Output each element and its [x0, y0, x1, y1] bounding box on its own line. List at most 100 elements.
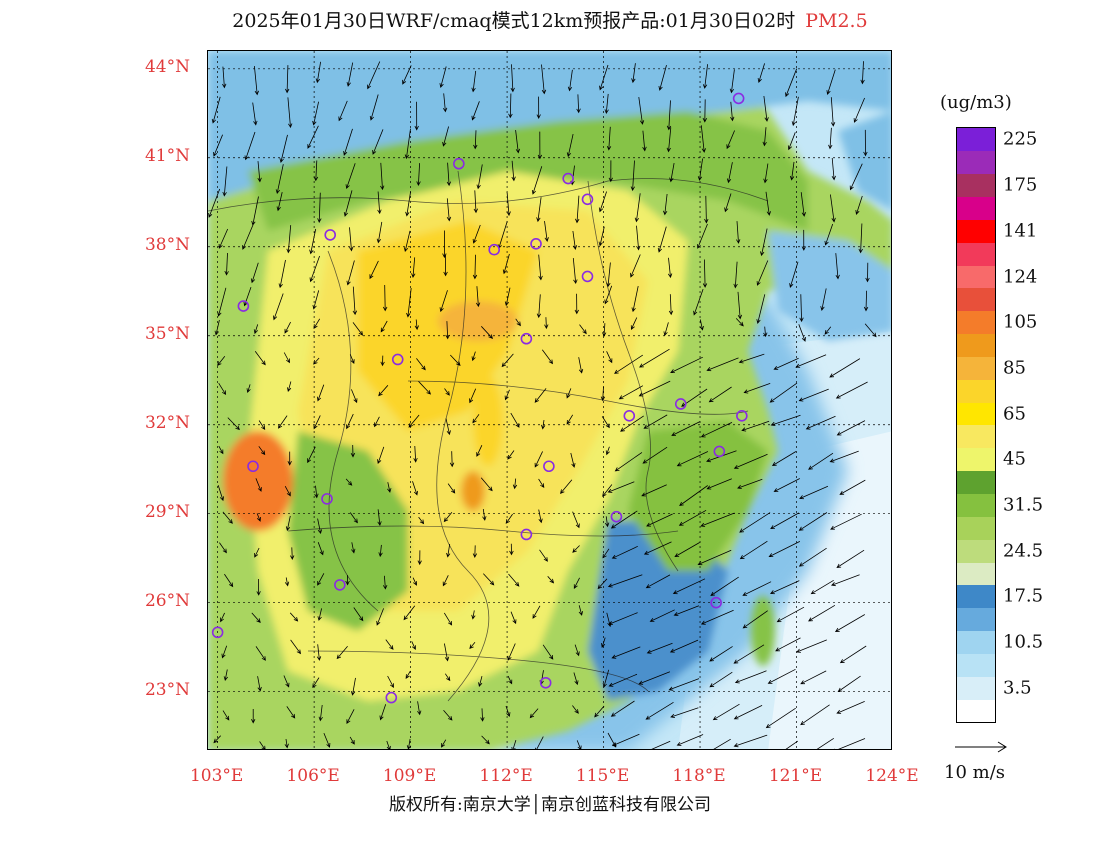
color-bar-cell: [957, 653, 995, 677]
wind-vector: [222, 511, 233, 524]
wind-vector: [645, 574, 671, 589]
latitude-label: 35°N: [144, 323, 190, 344]
color-bar-cell: [957, 310, 995, 335]
wind-vector: [442, 575, 449, 587]
wind-vector: [730, 101, 735, 122]
wind-vector: [572, 258, 578, 285]
wind-vector: [808, 452, 834, 470]
wind-vector: [863, 129, 868, 157]
color-bar-label: 105: [1003, 311, 1038, 333]
reference-wind-arrow: [955, 741, 1007, 753]
wind-vector: [606, 126, 612, 151]
wind-vector: [283, 352, 290, 364]
wind-vector: [826, 69, 836, 95]
wind-vector: [768, 541, 801, 557]
wind-vector: [572, 230, 578, 250]
wind-vector: [733, 453, 768, 469]
wind-vector: [317, 192, 322, 223]
wind-vector: [729, 69, 735, 94]
wind-vector: [313, 318, 321, 329]
wind-vector: [578, 605, 583, 616]
wind-vector: [287, 451, 292, 466]
wind-vector: [736, 221, 741, 244]
wind-vector: [572, 545, 580, 553]
wind-vector: [507, 450, 515, 460]
wind-vector: [610, 510, 638, 529]
city-marker: [453, 157, 465, 170]
wind-vector: [566, 414, 574, 425]
map-canvas: [208, 51, 891, 749]
wind-vector: [309, 255, 320, 283]
latitude-label: 44°N: [144, 56, 190, 77]
wind-vector: [537, 131, 543, 160]
wind-vector: [763, 95, 769, 122]
color-bar-cell: [957, 470, 995, 495]
wind-vector: [669, 163, 675, 183]
city-marker: [732, 92, 745, 105]
wind-vector: [283, 675, 290, 688]
wind-vector: [224, 252, 229, 276]
wind-vector: [345, 575, 350, 586]
color-bar-cell: [957, 447, 995, 472]
color-bar-cell: [957, 425, 995, 449]
wind-vector: [445, 321, 450, 340]
wind-vector: [531, 166, 543, 195]
wind-vector: [602, 548, 610, 559]
wind-vector: [798, 388, 829, 402]
wind-vector: [447, 483, 456, 494]
wind-vector: [286, 225, 292, 254]
wind-vector: [510, 64, 515, 93]
color-bar-cell: [957, 333, 995, 357]
wind-vector: [620, 415, 644, 432]
wind-vector: [765, 191, 771, 216]
wind-vector: [538, 478, 545, 489]
wind-vector: [251, 612, 261, 623]
wind-vector: [742, 581, 772, 596]
wind-vector: [575, 195, 580, 224]
wind-vector: [469, 388, 477, 404]
wind-vector: [697, 549, 732, 566]
wind-vector: [605, 446, 610, 456]
wind-vector: [378, 544, 383, 558]
wind-vector: [412, 577, 417, 586]
map-title: 2025年01月30日WRF/cmaq模式12km预报产品:01月30日02时 P…: [0, 6, 1100, 33]
wind-vector: [217, 485, 224, 502]
wind-vector: [414, 101, 419, 131]
color-bar-label: 17.5: [1003, 585, 1044, 607]
wind-vector: [541, 64, 547, 95]
wind-vector: [601, 637, 606, 648]
wind-vector: [482, 508, 487, 521]
wind-vector: [218, 382, 227, 396]
city-marker: [581, 270, 594, 283]
wind-vector: [317, 542, 324, 556]
wind-vector: [795, 354, 827, 368]
wind-vector: [536, 96, 541, 119]
wind-vector: [607, 574, 643, 588]
wind-vector: [739, 540, 768, 560]
wind-vector: [693, 288, 704, 316]
wind-vector: [222, 66, 227, 89]
wind-vector: [776, 606, 805, 623]
wind-vector: [442, 126, 449, 147]
wind-vector: [508, 93, 513, 119]
wind-vector: [403, 230, 411, 253]
wind-vector: [442, 230, 447, 259]
wind-vector: [641, 484, 667, 497]
wind-vector: [444, 388, 450, 396]
wind-vector: [709, 646, 733, 662]
wind-vector: [439, 66, 447, 89]
wind-vector: [667, 257, 673, 279]
latitude-label: 29°N: [144, 501, 190, 522]
wind-vector: [785, 740, 799, 749]
wind-vector: [697, 158, 703, 181]
wind-vector: [769, 382, 798, 403]
wind-vector: [346, 709, 355, 724]
wind-vector: [608, 612, 638, 625]
wind-vector: [606, 351, 613, 364]
legend-unit: (ug/m3): [940, 92, 1012, 113]
wind-vector: [405, 191, 411, 217]
wind-vector: [471, 101, 480, 121]
wind-vector: [607, 481, 635, 493]
wind-vector: [601, 416, 610, 429]
color-bar-label: 85: [1003, 357, 1026, 379]
